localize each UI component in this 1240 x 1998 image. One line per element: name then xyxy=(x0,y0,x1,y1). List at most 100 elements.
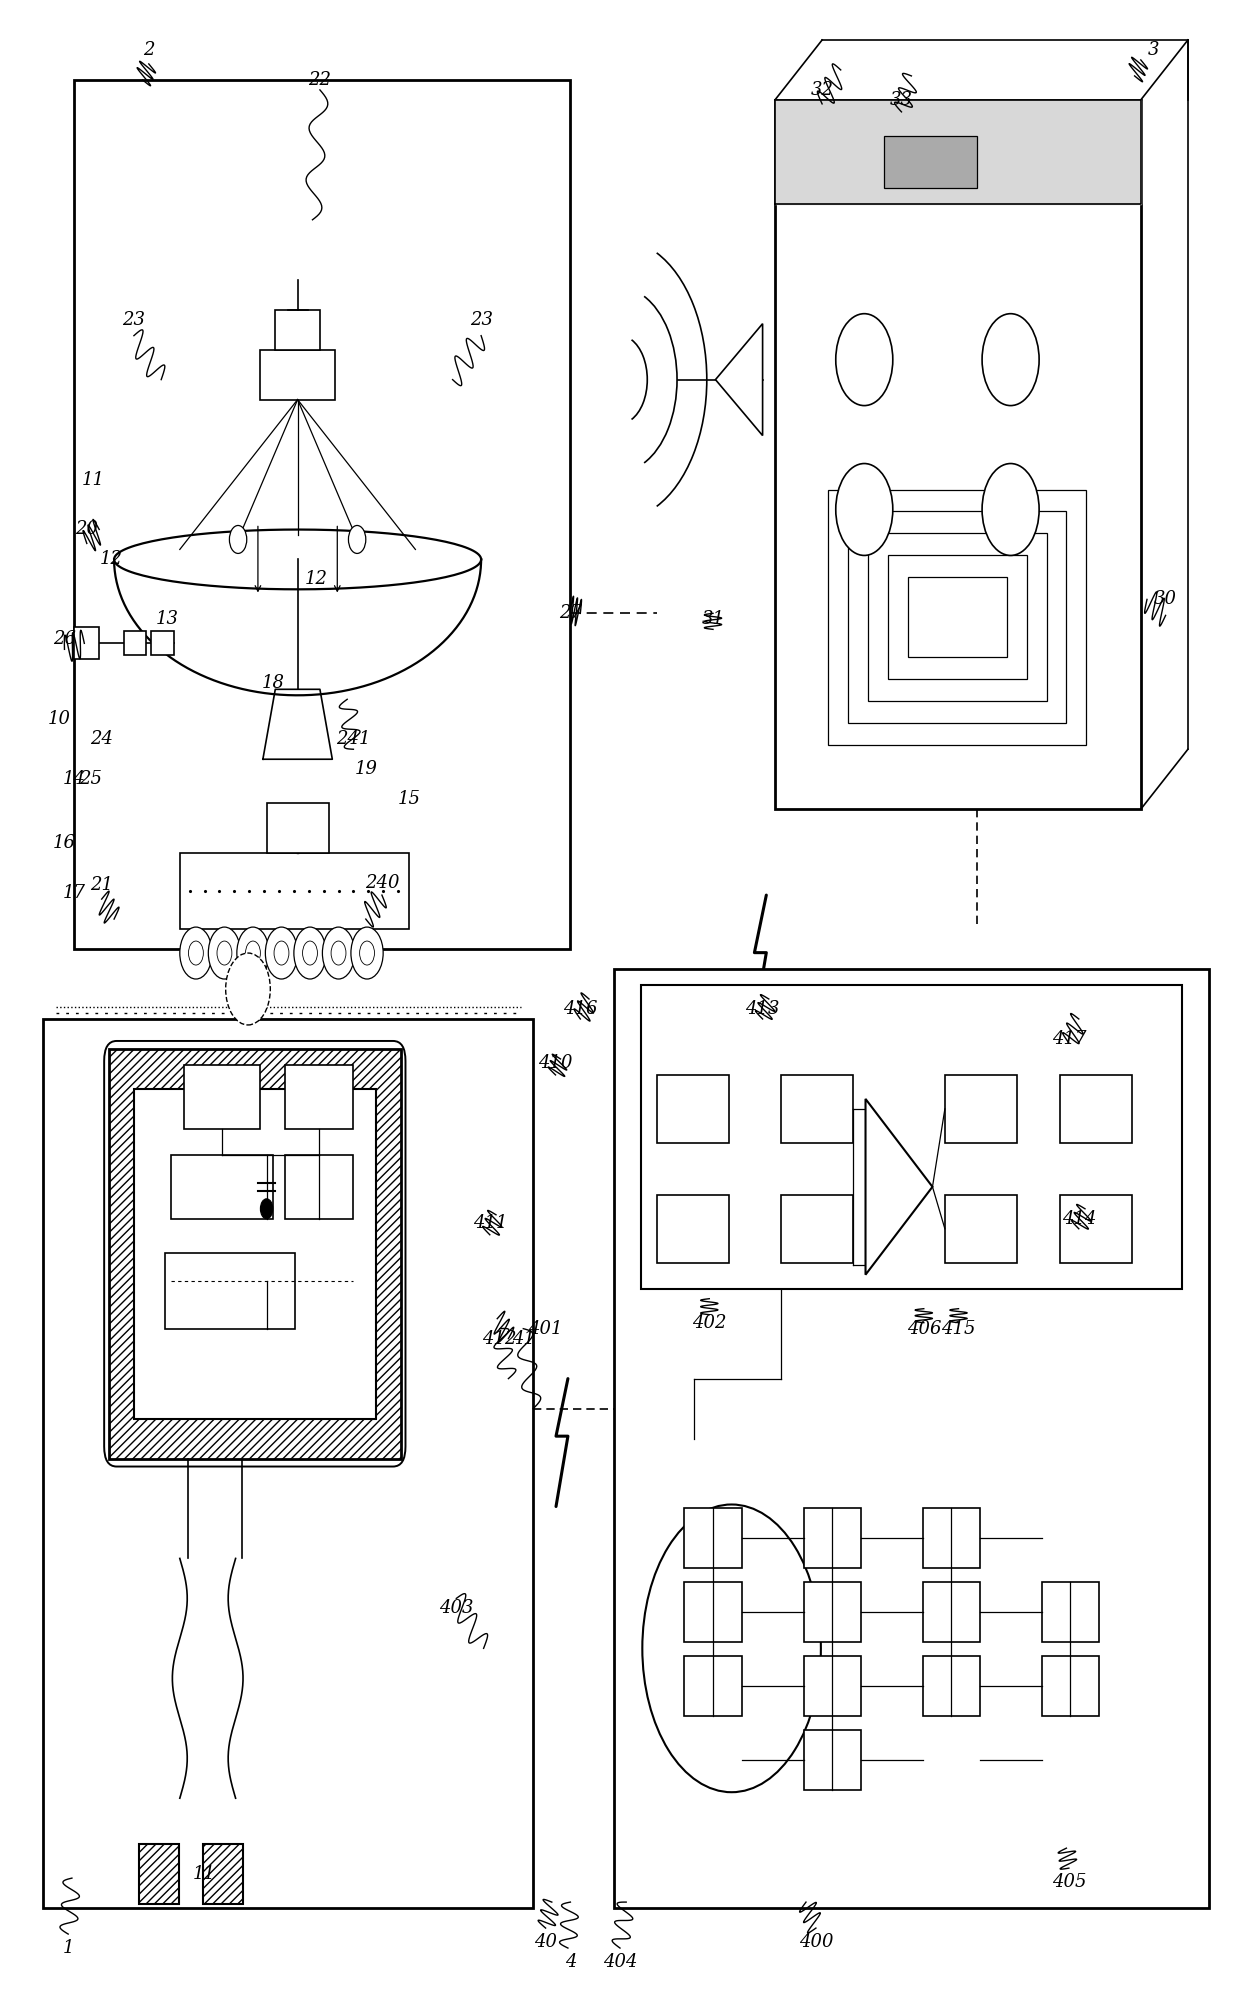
Bar xyxy=(43,1019,533,1908)
Text: 25: 25 xyxy=(79,769,102,789)
Bar xyxy=(804,1656,861,1716)
Text: 400: 400 xyxy=(799,1932,833,1952)
Bar xyxy=(260,350,335,400)
Text: 18: 18 xyxy=(262,673,284,693)
Circle shape xyxy=(180,927,212,979)
Bar xyxy=(134,1089,376,1419)
Polygon shape xyxy=(715,324,763,436)
Circle shape xyxy=(982,314,1039,406)
Bar xyxy=(74,627,99,659)
Bar xyxy=(828,490,1086,745)
Bar xyxy=(923,1582,980,1642)
Text: 415: 415 xyxy=(941,1319,976,1339)
Bar xyxy=(267,803,329,853)
Circle shape xyxy=(246,941,260,965)
Text: 32: 32 xyxy=(811,80,833,100)
Text: 406: 406 xyxy=(906,1319,941,1339)
Bar xyxy=(171,1155,273,1219)
Text: 12: 12 xyxy=(100,549,123,569)
Text: 404: 404 xyxy=(603,1952,637,1972)
Bar xyxy=(945,1195,1017,1263)
Polygon shape xyxy=(775,100,1141,204)
Bar xyxy=(945,1075,1017,1143)
Bar xyxy=(285,1155,353,1219)
Bar xyxy=(180,853,409,929)
Text: 22: 22 xyxy=(309,70,331,90)
Bar xyxy=(614,969,1209,1908)
Text: 413: 413 xyxy=(745,999,780,1019)
Circle shape xyxy=(274,941,289,965)
Bar xyxy=(684,1582,742,1642)
Circle shape xyxy=(226,953,270,1025)
Text: 14: 14 xyxy=(63,769,86,789)
Circle shape xyxy=(982,464,1039,555)
Bar xyxy=(884,136,977,188)
Bar xyxy=(804,1730,861,1790)
Bar xyxy=(775,100,1141,809)
Circle shape xyxy=(351,927,383,979)
Circle shape xyxy=(208,927,241,979)
Text: 16: 16 xyxy=(53,833,76,853)
Text: 11: 11 xyxy=(193,1864,216,1884)
Bar xyxy=(641,985,1182,1289)
Text: 15: 15 xyxy=(398,789,420,809)
Text: 402: 402 xyxy=(692,1313,727,1333)
Circle shape xyxy=(360,941,374,965)
Text: 416: 416 xyxy=(563,999,598,1019)
Bar xyxy=(203,1844,243,1904)
Bar xyxy=(165,1253,295,1329)
Text: 23: 23 xyxy=(470,310,492,330)
Circle shape xyxy=(836,314,893,406)
Text: 417: 417 xyxy=(1052,1029,1086,1049)
Bar xyxy=(124,631,146,655)
Polygon shape xyxy=(263,689,332,759)
Bar xyxy=(923,1508,980,1568)
Text: 21: 21 xyxy=(91,875,113,895)
Circle shape xyxy=(265,927,298,979)
Bar xyxy=(184,1065,260,1129)
Text: 30: 30 xyxy=(1154,589,1177,609)
Circle shape xyxy=(260,1199,273,1219)
Text: 23: 23 xyxy=(123,310,145,330)
Circle shape xyxy=(348,525,366,553)
Circle shape xyxy=(229,525,247,553)
Bar xyxy=(657,1195,729,1263)
Bar xyxy=(109,1049,401,1459)
Text: 31: 31 xyxy=(702,609,724,629)
Text: 17: 17 xyxy=(63,883,86,903)
Text: 403: 403 xyxy=(439,1598,474,1618)
Bar xyxy=(848,511,1066,723)
Text: 401: 401 xyxy=(528,1319,563,1339)
Circle shape xyxy=(331,941,346,965)
Text: 20: 20 xyxy=(76,519,98,539)
Text: 10: 10 xyxy=(48,709,71,729)
Bar xyxy=(781,1075,853,1143)
Text: 1: 1 xyxy=(62,1938,74,1958)
Circle shape xyxy=(836,464,893,555)
Text: 26: 26 xyxy=(53,629,76,649)
Text: 412: 412 xyxy=(482,1329,517,1349)
Bar xyxy=(1060,1075,1132,1143)
Circle shape xyxy=(322,927,355,979)
Bar xyxy=(684,1656,742,1716)
Bar xyxy=(868,533,1047,701)
Circle shape xyxy=(217,941,232,965)
Text: 11: 11 xyxy=(82,470,104,490)
Bar xyxy=(285,1065,353,1129)
Bar xyxy=(275,310,320,350)
Text: 41: 41 xyxy=(512,1329,534,1349)
Circle shape xyxy=(237,927,269,979)
Text: 410: 410 xyxy=(538,1053,573,1073)
Text: 240: 240 xyxy=(365,873,399,893)
Bar xyxy=(139,1844,179,1904)
Polygon shape xyxy=(866,1099,932,1275)
Circle shape xyxy=(303,941,317,965)
Bar xyxy=(804,1582,861,1642)
Text: 24: 24 xyxy=(91,729,113,749)
Bar xyxy=(804,1508,861,1568)
Text: 27: 27 xyxy=(559,603,582,623)
Bar xyxy=(151,631,174,655)
Text: 241: 241 xyxy=(336,729,371,749)
Bar xyxy=(74,80,570,949)
Text: 414: 414 xyxy=(1061,1209,1096,1229)
